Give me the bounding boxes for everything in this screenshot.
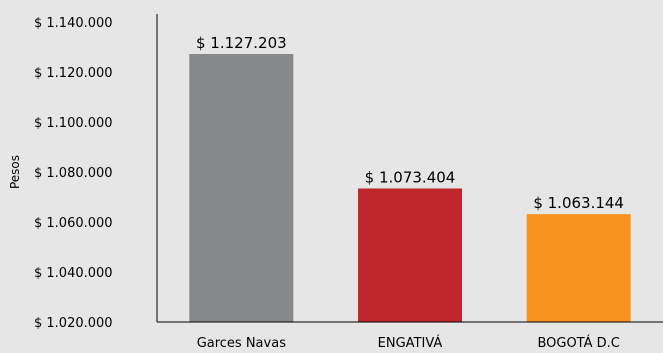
bars — [189, 53, 631, 323]
y-tick-label: $ 1.100.000 — [34, 116, 113, 131]
y-tick-label: $ 1.040.000 — [34, 266, 113, 281]
y-axis-ticks: $ 1.020.000 $ 1.040.000 $ 1.060.000 $ 1.080… — [34, 16, 113, 331]
y-tick-label: $ 1.020.000 — [34, 316, 113, 331]
x-tick-label: ENGATIVÁ — [378, 335, 443, 351]
y-tick-label: $ 1.060.000 — [34, 216, 113, 231]
y-axis-title: Pesos — [8, 155, 22, 189]
bar — [526, 214, 631, 322]
x-tick-label: BOGOTÁ D.C — [537, 335, 619, 351]
y-tick-label: $ 1.140.000 — [34, 16, 113, 31]
y-tick-label: $ 1.120.000 — [34, 66, 113, 81]
data-label: $ 1.073.404 — [365, 168, 456, 186]
x-axis-labels: Garces Navas ENGATIVÁ BOGOTÁ D.C — [197, 335, 620, 351]
y-tick-label: $ 1.080.000 — [34, 166, 113, 181]
x-tick-label: Garces Navas — [197, 336, 287, 351]
data-labels: $ 1.127.203 $ 1.073.404 $ 1.063.144 — [196, 34, 624, 212]
data-label: $ 1.063.144 — [533, 194, 624, 212]
bar — [358, 188, 462, 322]
data-label: $ 1.127.203 — [196, 34, 287, 52]
bar — [189, 53, 294, 323]
